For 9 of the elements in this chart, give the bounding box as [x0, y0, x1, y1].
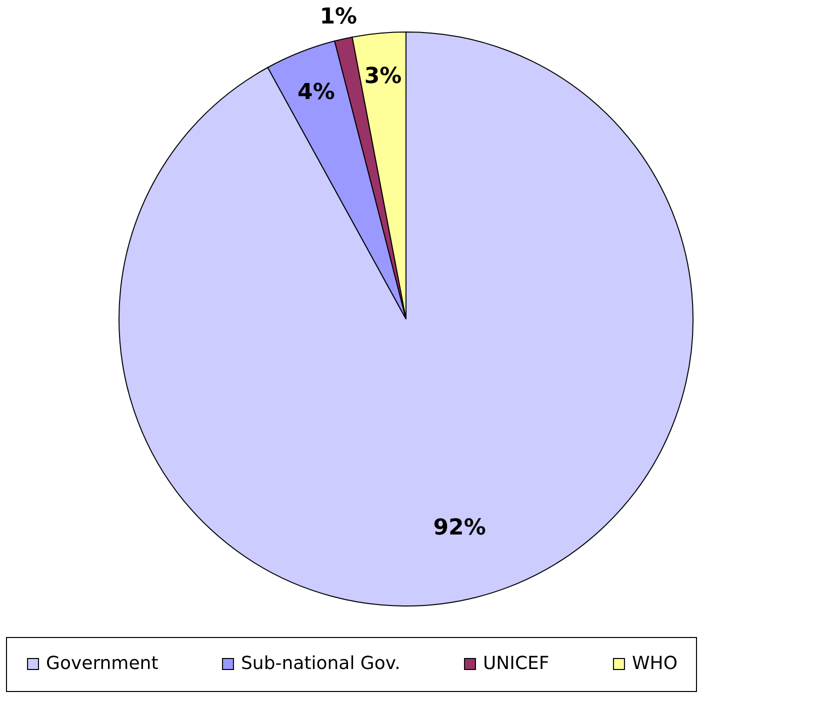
- pie-slice: [118, 32, 694, 606]
- legend-label: UNICEF: [483, 653, 550, 674]
- legend-label: Government: [46, 653, 158, 674]
- data-label: 4%: [298, 80, 335, 106]
- data-label: 92%: [433, 515, 486, 540]
- data-label: 3%: [364, 64, 402, 90]
- legend-label: WHO: [632, 653, 678, 674]
- legend-label: Sub-national Gov.: [241, 653, 400, 674]
- data-label: 1%: [320, 4, 358, 30]
